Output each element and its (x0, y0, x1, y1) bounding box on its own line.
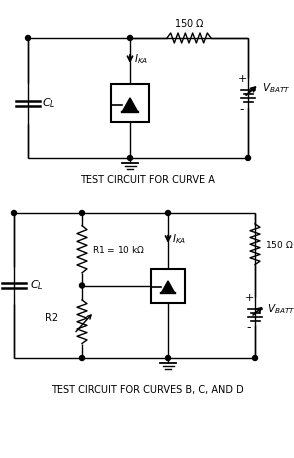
Circle shape (128, 36, 133, 40)
Text: $C_L$: $C_L$ (30, 278, 44, 292)
Circle shape (253, 355, 258, 360)
Polygon shape (161, 281, 175, 293)
Text: 150 $\Omega$: 150 $\Omega$ (265, 239, 293, 250)
Text: $I_{KA}$: $I_{KA}$ (134, 52, 148, 66)
Circle shape (79, 283, 84, 288)
Text: +: + (237, 74, 247, 84)
Text: 150 $\Omega$: 150 $\Omega$ (174, 17, 204, 29)
Circle shape (128, 156, 133, 160)
Bar (151, 268, 185, 302)
Circle shape (11, 211, 16, 216)
Bar (111, 84, 149, 122)
Text: -: - (247, 321, 251, 334)
Text: R2: R2 (45, 313, 58, 323)
Text: TEST CIRCUIT FOR CURVE A: TEST CIRCUIT FOR CURVE A (80, 175, 214, 185)
Circle shape (166, 355, 171, 360)
Circle shape (245, 156, 250, 160)
Polygon shape (122, 98, 138, 112)
Text: TEST CIRCUIT FOR CURVES B, C, AND D: TEST CIRCUIT FOR CURVES B, C, AND D (51, 385, 243, 395)
Circle shape (79, 355, 84, 360)
Text: R1 = 10 k$\Omega$: R1 = 10 k$\Omega$ (92, 244, 145, 255)
Circle shape (79, 211, 84, 216)
Text: -: - (240, 103, 244, 116)
Circle shape (166, 211, 171, 216)
Circle shape (26, 36, 31, 40)
Text: $I_{KA}$: $I_{KA}$ (172, 232, 186, 245)
Text: $C_L$: $C_L$ (42, 96, 56, 110)
Text: $V_{BATT}$: $V_{BATT}$ (262, 81, 290, 95)
Text: +: + (244, 293, 254, 303)
Text: $V_{BATT}$: $V_{BATT}$ (267, 302, 294, 316)
